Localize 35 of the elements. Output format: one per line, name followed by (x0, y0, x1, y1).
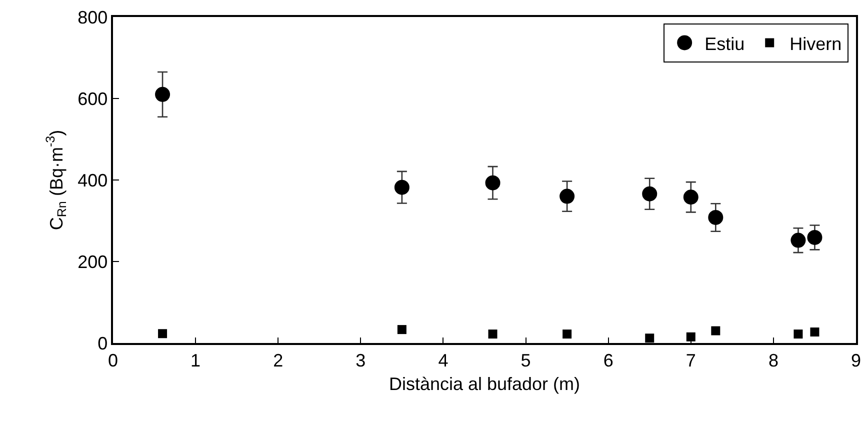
x-tick-label: 2 (273, 350, 284, 370)
point (711, 326, 720, 336)
x-axis-title: Distància al bufador (m) (388, 374, 580, 394)
y-tick-label: 200 (78, 252, 108, 272)
x-tick-label: 4 (438, 350, 448, 370)
legend-label: Hivern (790, 34, 842, 54)
y-tick-label: 600 (78, 88, 108, 109)
point (642, 186, 658, 202)
point (645, 334, 654, 343)
point (488, 330, 498, 339)
x-tick-label: 3 (356, 350, 366, 370)
point (794, 330, 803, 339)
legend-label: Estiu (704, 34, 745, 54)
x-tick-label: 9 (850, 350, 862, 370)
point (686, 332, 696, 342)
x-tick-label: 8 (768, 350, 778, 370)
y-tick-label: 0 (98, 333, 108, 354)
point (683, 190, 698, 205)
y-tick-label: 800 (78, 7, 108, 28)
y-tick-label: 400 (78, 170, 108, 190)
point (810, 328, 820, 336)
point (807, 230, 822, 245)
point (562, 330, 572, 339)
point (560, 188, 575, 204)
point (708, 210, 724, 225)
x-tick-label: 5 (520, 350, 531, 370)
point (394, 180, 410, 195)
point (485, 175, 500, 190)
x-tick-label: 6 (603, 350, 614, 370)
x-tick-label: 1 (190, 350, 201, 370)
point (158, 329, 168, 338)
x-tick-label: 7 (686, 350, 696, 370)
point (790, 232, 806, 248)
point (397, 325, 406, 334)
point (155, 86, 170, 102)
